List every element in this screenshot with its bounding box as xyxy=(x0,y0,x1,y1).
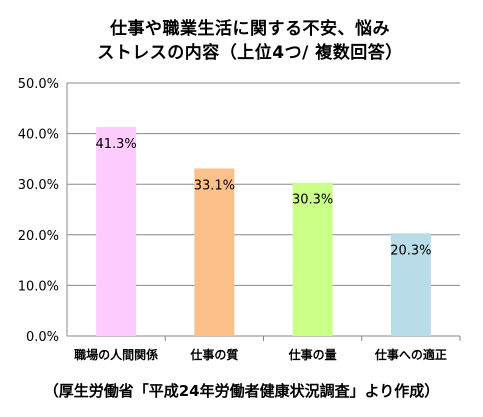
y-tick-label: 50.0% xyxy=(18,77,59,92)
data-label: 20.3% xyxy=(390,243,431,258)
y-tick-label: 40.0% xyxy=(18,128,59,143)
category-label: 職場の人間関係 xyxy=(74,347,158,362)
y-tick-label: 0.0% xyxy=(26,330,59,345)
data-label: 30.3% xyxy=(292,193,333,208)
source-note: （厚生労働省「平成24年労働者健康状況調査」より作成） xyxy=(43,382,440,400)
category-label: 仕事への適正 xyxy=(374,347,447,362)
y-tick-label: 10.0% xyxy=(18,279,59,294)
data-label: 33.1% xyxy=(194,179,235,194)
bar xyxy=(96,127,137,336)
bar xyxy=(194,168,235,336)
chart-title-line2: ストレスの内容（上位4つ/ 複数回答） xyxy=(97,43,403,63)
category-label: 仕事の量 xyxy=(288,347,337,362)
chart-title-line1: 仕事や職業生活に関する不安、悩み xyxy=(110,19,390,39)
bar xyxy=(390,233,431,336)
bar xyxy=(292,182,333,336)
y-tick-label: 20.0% xyxy=(18,229,59,244)
y-tick-label: 30.0% xyxy=(18,178,59,193)
data-label: 41.3% xyxy=(95,137,136,152)
category-label: 仕事の質 xyxy=(189,347,238,362)
